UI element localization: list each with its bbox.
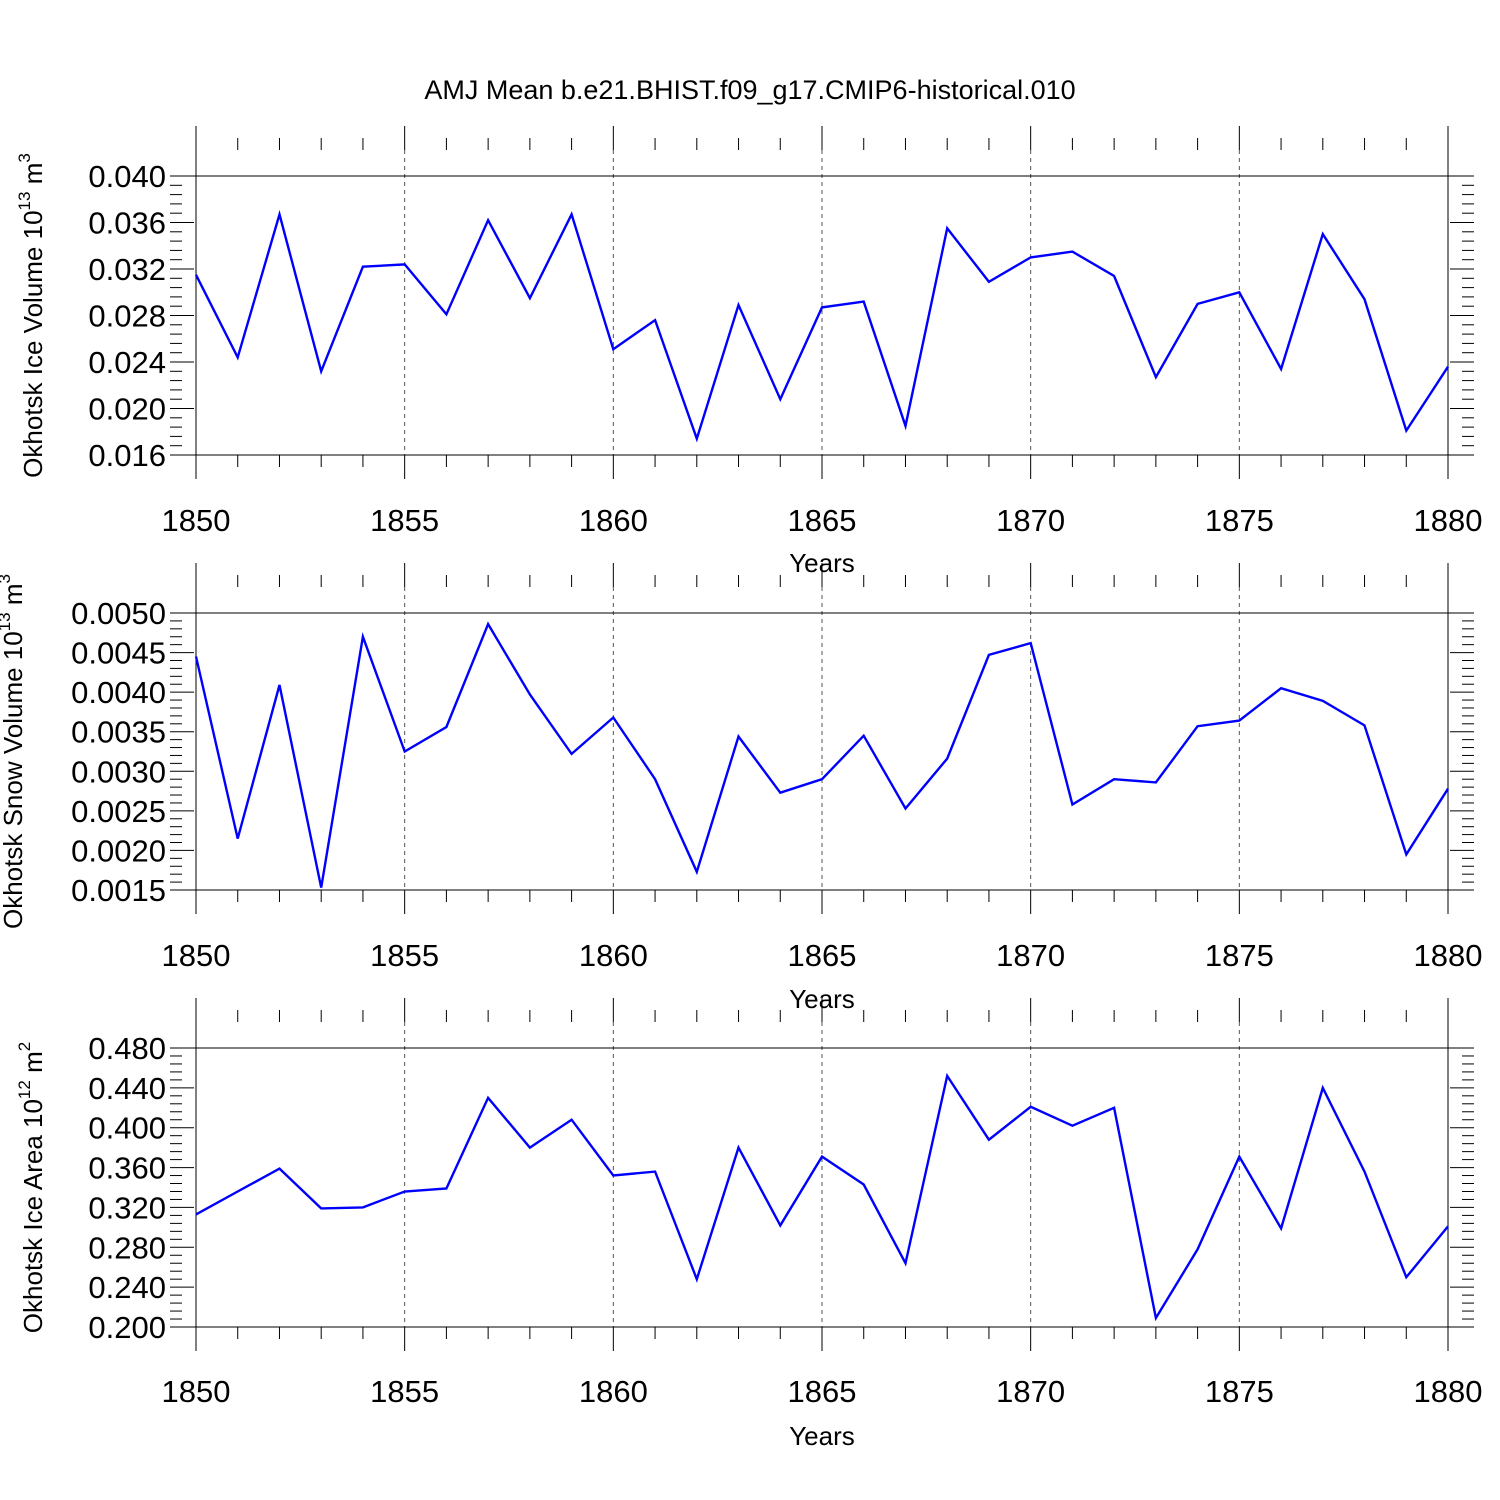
y-axis-label: Okhotsk Ice Volume 1013 m3 (15, 153, 48, 478)
y-tick-label: 0.0035 (71, 715, 166, 750)
series-line (195, 1072, 1449, 1322)
y-tick-label: 0.0045 (71, 636, 166, 671)
y-tick-label: 0.440 (88, 1071, 166, 1106)
x-tick-label: 1865 (788, 503, 857, 538)
y-tick-label: 0.200 (88, 1310, 166, 1345)
x-tick-label: 1850 (162, 938, 231, 973)
y-tick-label: 0.028 (88, 299, 166, 334)
x-tick-label: 1850 (162, 503, 231, 538)
y-tick-label: 0.400 (88, 1111, 166, 1146)
x-tick-label: 1880 (1414, 938, 1483, 973)
y-tick-label: 0.0050 (71, 596, 166, 631)
y-tick-label: 0.0015 (71, 873, 166, 908)
y-tick-label: 0.020 (88, 392, 166, 427)
y-tick-label: 0.040 (88, 159, 166, 194)
panel-2: 0.0015 0.0020 0.0025 0.0030 0.0035 0.0040 0.00… (0, 563, 1482, 1014)
y-axis-label: Okhotsk Ice Area 1012 m2 (15, 1042, 48, 1333)
y-tick-label: 0.240 (88, 1270, 166, 1305)
y-tick-label: 0.036 (88, 206, 166, 241)
x-tick-label: 1875 (1205, 1374, 1274, 1409)
series-line (194, 209, 1450, 443)
y-tick-label: 0.0025 (71, 794, 166, 829)
x-axis-label: Years (789, 1421, 855, 1451)
x-tick-label: 1865 (788, 1374, 857, 1409)
x-tick-label: 1870 (996, 503, 1065, 538)
chart-title: AMJ Mean b.e21.BHIST.f09_g17.CMIP6-histo… (424, 75, 1075, 105)
x-tick-label: 1865 (788, 938, 857, 973)
y-tick-label: 0.0020 (71, 833, 166, 868)
x-tick-label: 1855 (370, 938, 439, 973)
y-tick-label: 0.0030 (71, 754, 166, 789)
x-tick-label: 1860 (579, 1374, 648, 1409)
y-axis-label: Okhotsk Snow Volume 1013 m3 (0, 574, 28, 929)
x-tick-label: 1875 (1205, 503, 1274, 538)
x-tick-label: 1855 (370, 1374, 439, 1409)
x-tick-label: 1880 (1414, 503, 1483, 538)
series-line (194, 621, 1450, 888)
panel-3: 0.200 0.240 0.280 0.320 0.360 0.400 0.440 0.480… (15, 998, 1482, 1451)
panel-1: 0.016 0.020 0.024 0.028 0.032 0.036 0.040 1850 1… (15, 126, 1482, 578)
y-tick-label: 0.320 (88, 1190, 166, 1225)
x-tick-label: 1860 (579, 938, 648, 973)
x-tick-label: 1860 (579, 503, 648, 538)
x-tick-label: 1870 (996, 1374, 1065, 1409)
x-tick-label: 1855 (370, 503, 439, 538)
y-tick-label: 0.024 (88, 345, 166, 380)
x-tick-label: 1870 (996, 938, 1065, 973)
x-tick-label: 1875 (1205, 938, 1274, 973)
x-tick-label: 1850 (162, 1374, 231, 1409)
y-tick-label: 0.280 (88, 1230, 166, 1265)
y-tick-label: 0.480 (88, 1031, 166, 1066)
panels: 0.016 0.020 0.024 0.028 0.032 0.036 0.040 1850 1… (0, 126, 1482, 1451)
x-tick-label: 1880 (1414, 1374, 1483, 1409)
y-tick-label: 0.0040 (71, 675, 166, 710)
y-tick-label: 0.032 (88, 252, 166, 287)
y-tick-label: 0.016 (88, 438, 166, 473)
y-tick-label: 0.360 (88, 1151, 166, 1186)
